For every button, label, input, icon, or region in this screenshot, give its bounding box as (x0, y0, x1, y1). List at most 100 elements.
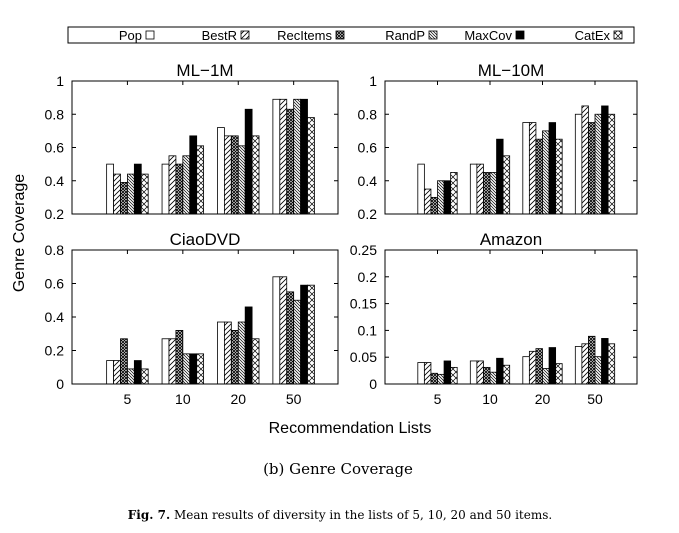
x-tick-label: 5 (124, 391, 132, 407)
y-tick-label: 0.4 (45, 173, 65, 189)
bar-catex-50 (607, 113, 616, 215)
bar-recitems-20 (535, 348, 543, 385)
bar-randp-10 (489, 172, 497, 215)
bar-randp-20 (542, 368, 550, 385)
bar-randp-20 (542, 130, 550, 215)
legend-swatch (145, 30, 155, 40)
y-tick-label: 0.25 (350, 242, 377, 258)
plot-frame (384, 80, 638, 215)
bar-catex-10 (502, 155, 511, 215)
y-tick-label: 1 (56, 73, 64, 89)
legend-label: RandP (385, 28, 425, 43)
bar-catex-5 (140, 368, 149, 385)
bar-randp-5 (127, 368, 135, 385)
bar-randp-10 (182, 155, 191, 215)
bar-recitems-50 (588, 122, 596, 215)
bar-randp-50 (293, 98, 301, 215)
bar-maxcov-20 (244, 306, 253, 385)
y-tick-label: 1 (369, 73, 377, 89)
plot-frame (71, 249, 339, 385)
bar-maxcov-50 (300, 98, 308, 215)
bar-catex-5 (140, 173, 149, 215)
bar-pop-10 (469, 360, 478, 385)
bar-randp-50 (594, 113, 602, 215)
bar-recitems-20 (535, 138, 543, 215)
y-axis-label: Genre Coverage (11, 174, 28, 292)
y-tick-label: 0 (56, 376, 64, 392)
bar-pop-50 (272, 276, 281, 385)
bar-recitems-20 (230, 329, 239, 385)
legend-label: BestR (202, 28, 237, 43)
bar-pop-50 (574, 113, 583, 215)
bar-bestr-20 (528, 122, 537, 215)
legend-label: RecItems (277, 28, 332, 43)
legend-swatch (613, 30, 623, 40)
y-tick-label: 0.2 (358, 269, 378, 285)
bar-maxcov-10 (189, 353, 198, 385)
bar-bestr-10 (476, 163, 484, 215)
bar-maxcov-5 (133, 360, 142, 385)
legend-swatch (515, 30, 525, 40)
bar-pop-5 (417, 362, 425, 385)
bar-randp-20 (237, 145, 246, 215)
x-tick-label: 20 (535, 391, 551, 407)
bar-randp-5 (127, 173, 135, 215)
bar-catex-20 (555, 363, 563, 385)
bar-bestr-10 (476, 360, 484, 385)
bar-maxcov-10 (496, 357, 504, 385)
bar-bestr-10 (168, 155, 177, 215)
y-tick-label: 0.8 (358, 106, 378, 122)
bar-catex-5 (450, 172, 458, 215)
legend-label: Pop (119, 28, 142, 43)
x-tick-label: 50 (587, 391, 603, 407)
bar-maxcov-5 (443, 180, 452, 215)
panel-title: CiaoDVD (170, 230, 241, 249)
bar-bestr-50 (581, 105, 589, 215)
panel-title: ML−10M (478, 61, 545, 80)
legend-swatch (428, 30, 438, 40)
bar-catex-10 (196, 353, 205, 385)
bar-bestr-50 (279, 98, 288, 215)
bar-bestr-10 (168, 338, 177, 385)
y-tick-label: 0.2 (45, 343, 65, 359)
bar-pop-20 (522, 122, 530, 215)
bar-maxcov-5 (133, 163, 142, 215)
bar-pop-10 (161, 163, 170, 215)
panel-0: ML−1M 0.2 0.4 0.6 0.8 1 (45, 61, 339, 222)
bar-recitems-5 (430, 372, 438, 385)
x-tick-label: 20 (230, 391, 246, 407)
bar-maxcov-50 (601, 105, 609, 215)
bar-pop-5 (417, 163, 425, 215)
panel-2: CiaoDVD 0 0.2 0.4 0.6 0.8 5 10 20 50 (45, 230, 339, 407)
bar-recitems-5 (120, 338, 128, 385)
legend: Pop BestR RecItems RandP MaxCov CatEx (67, 26, 635, 44)
x-tick-label: 10 (482, 391, 498, 407)
bar-catex-5 (450, 366, 458, 385)
bar-recitems-5 (120, 182, 128, 215)
bar-randp-50 (594, 356, 602, 385)
bar-maxcov-20 (548, 122, 557, 215)
caption-text: Mean results of diversity in the lists o… (174, 508, 552, 522)
y-tick-label: 0.8 (45, 242, 65, 258)
y-tick-label: 0.4 (45, 309, 65, 325)
y-tick-label: 0.2 (45, 206, 65, 222)
bar-pop-20 (217, 321, 225, 385)
y-tick-label: 0.6 (45, 140, 65, 156)
y-tick-label: 0.6 (358, 140, 378, 156)
bar-randp-10 (489, 371, 497, 385)
bar-catex-50 (307, 284, 315, 385)
figure-caption: Fig. 7. Mean results of diversity in the… (128, 508, 552, 522)
bar-maxcov-50 (601, 338, 609, 385)
bar-maxcov-10 (496, 138, 504, 215)
bar-pop-10 (161, 338, 170, 385)
bar-recitems-10 (483, 366, 491, 385)
y-tick-label: 0.4 (358, 173, 378, 189)
x-tick-label: 10 (175, 391, 191, 407)
bar-pop-5 (106, 163, 114, 215)
legend-label: MaxCov (464, 28, 512, 43)
bar-bestr-5 (423, 188, 432, 215)
bar-recitems-50 (588, 335, 596, 385)
bar-catex-20 (251, 135, 260, 215)
bar-catex-20 (251, 338, 260, 385)
bar-recitems-10 (175, 329, 184, 385)
